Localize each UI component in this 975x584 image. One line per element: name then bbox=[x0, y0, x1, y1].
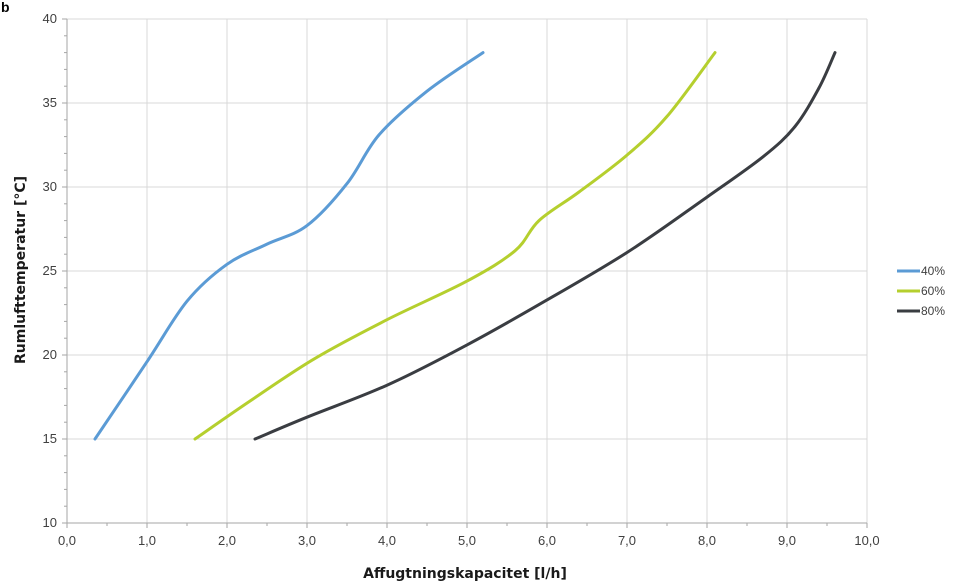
x-tick-label: 4,0 bbox=[378, 533, 396, 548]
legend: 40% 60% 80% bbox=[897, 264, 945, 318]
x-tick-label: 10,0 bbox=[854, 533, 879, 548]
series-lines bbox=[93, 51, 837, 441]
gridlines bbox=[67, 18, 868, 523]
series-line-60pct bbox=[193, 51, 717, 441]
x-tick-label: 5,0 bbox=[458, 533, 476, 548]
legend-label: 80% bbox=[921, 304, 945, 318]
y-axis-label: Rumlufttemperatur [°C] bbox=[13, 176, 29, 364]
x-tick-label: 6,0 bbox=[538, 533, 556, 548]
x-tick-label: 3,0 bbox=[298, 533, 316, 548]
x-tick-label: 9,0 bbox=[778, 533, 796, 548]
y-tick-label: 10 bbox=[43, 515, 57, 530]
y-tick-label: 35 bbox=[43, 95, 57, 110]
x-tick-label: 0,0 bbox=[58, 533, 76, 548]
y-tick-label: 30 bbox=[43, 179, 57, 194]
y-tick-label: 20 bbox=[43, 347, 57, 362]
x-axis-ticks: 0,0 1,0 2,0 3,0 4,0 5,0 6,0 7,0 8,0 9,0 10,0 bbox=[58, 523, 880, 548]
legend-label: 40% bbox=[921, 264, 945, 278]
x-axis-label: Affugtningskapacitet [l/h] bbox=[363, 566, 567, 582]
y-axis-ticks: 10 15 20 25 30 35 40 bbox=[43, 11, 67, 530]
x-tick-label: 1,0 bbox=[138, 533, 156, 548]
x-tick-label: 2,0 bbox=[218, 533, 236, 548]
series-line-40pct bbox=[93, 51, 485, 441]
y-tick-label: 40 bbox=[43, 11, 57, 26]
y-tick-label: 15 bbox=[43, 431, 57, 446]
x-tick-label: 7,0 bbox=[618, 533, 636, 548]
panel-label: b bbox=[1, 0, 10, 15]
series-line-80pct bbox=[253, 51, 837, 441]
x-tick-label: 8,0 bbox=[698, 533, 716, 548]
y-tick-label: 25 bbox=[43, 263, 57, 278]
legend-label: 60% bbox=[921, 284, 945, 298]
